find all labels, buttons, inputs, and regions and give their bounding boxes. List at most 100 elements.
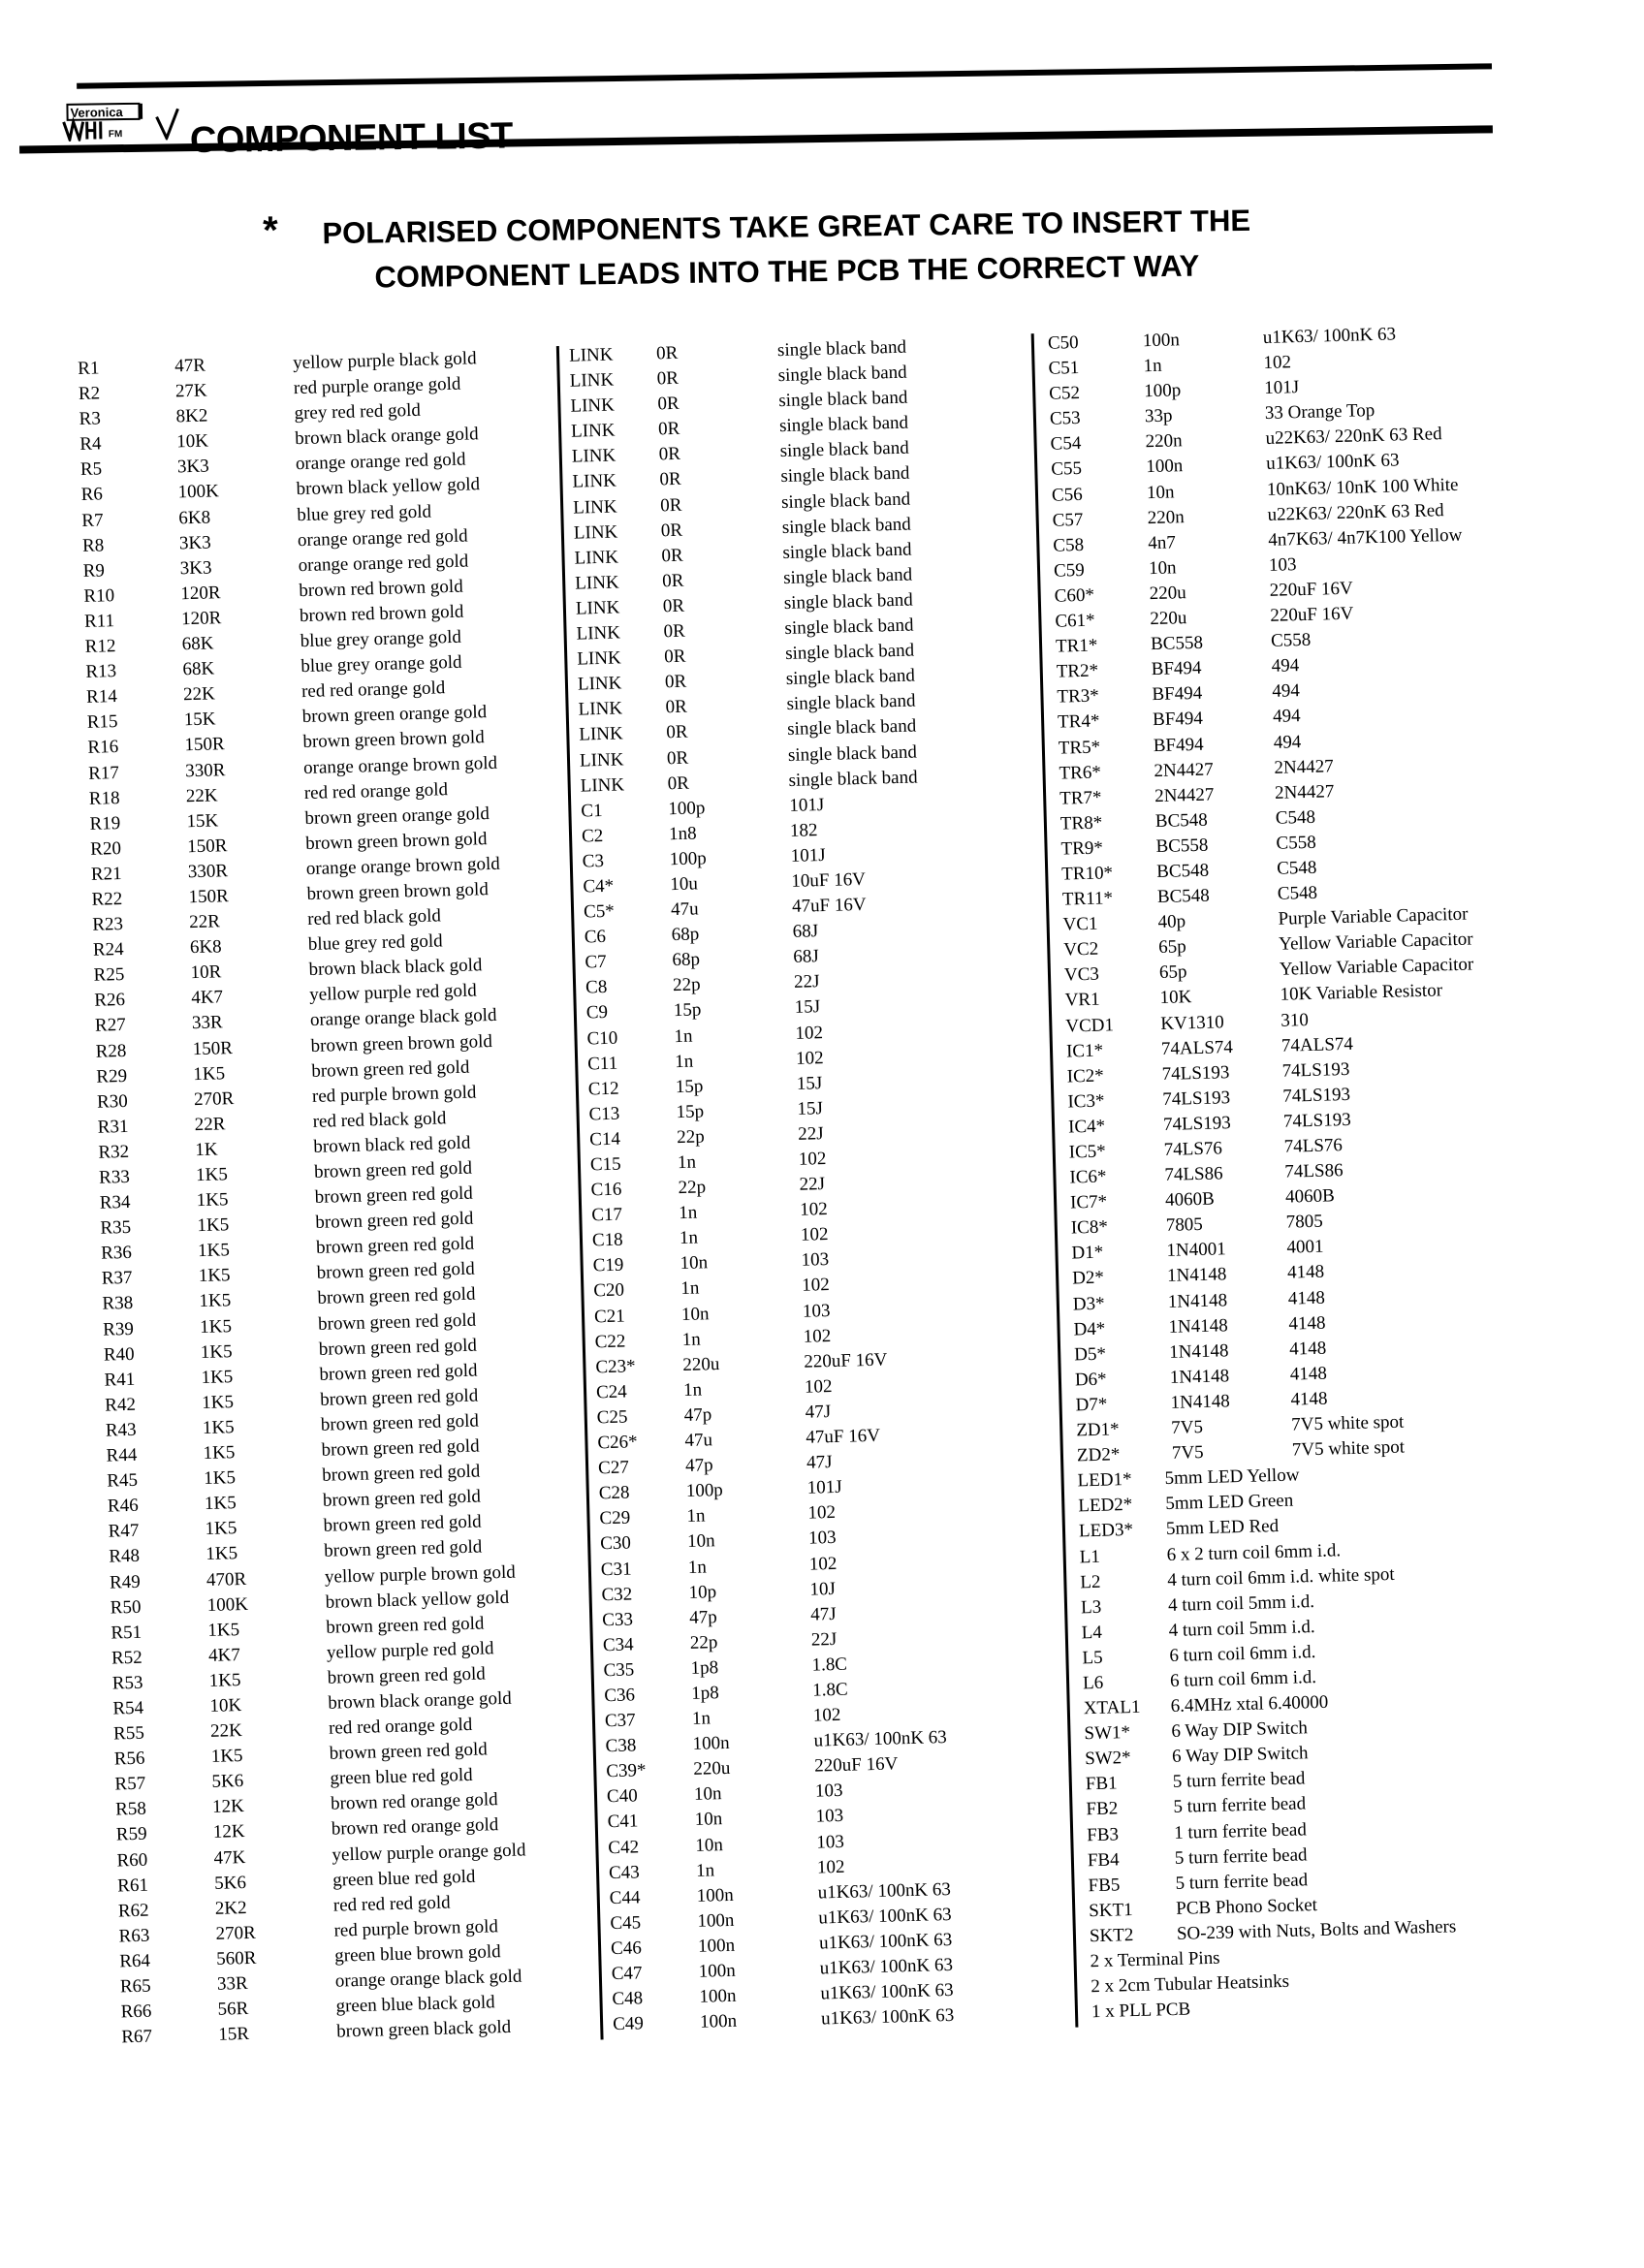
component-value: 0R: [655, 342, 679, 364]
component-description: 6 turn coil 6mm i.d.: [1169, 1641, 1316, 1666]
component-row: L4 4 turn coil 5mm i.d.: [1067, 1617, 1314, 1648]
component-marking: yellow purple black gold: [292, 348, 477, 374]
component-marking: 47uF 16V: [791, 894, 867, 917]
component-description: 5mm LED Green: [1165, 1490, 1294, 1515]
component-row: C29 1n 102: [589, 1502, 836, 1534]
component-value: 1N4001: [1166, 1239, 1226, 1262]
component-marking: 22J: [810, 1628, 838, 1651]
component-value: 10n: [680, 1252, 709, 1275]
component-row: R46 1K5 brown green red gold: [108, 1487, 481, 1522]
component-ref: C47: [611, 1963, 643, 1985]
component-row: L2 4 turn coil 6mm i.d. white spot: [1066, 1563, 1395, 1597]
component-marking: single black band: [783, 589, 914, 614]
component-row: C34 22p 22J: [593, 1629, 838, 1660]
component-marking: orange orange brown gold: [302, 752, 498, 778]
component-ref: R59: [115, 1824, 147, 1845]
component-row: C7 68p 68J: [575, 946, 819, 978]
component-ref: SKT1: [1089, 1899, 1133, 1922]
component-marking: 22J: [793, 971, 820, 993]
component-row: R18 22K red red orange gold: [89, 779, 449, 813]
component-marking: brown green red gold: [329, 1739, 489, 1764]
component-value: 27K: [174, 380, 207, 402]
component-row: FB1 5 turn ferrite bead: [1072, 1769, 1306, 1800]
component-row: C13 15p 15J: [579, 1098, 823, 1130]
component-value: 22R: [194, 1114, 226, 1135]
component-marking: 4060B: [1284, 1185, 1336, 1208]
component-row: LINK 0R single black band: [568, 691, 915, 725]
component-marking: green blue red gold: [330, 1765, 473, 1789]
component-ref: R56: [113, 1748, 145, 1770]
component-ref: C16: [590, 1179, 622, 1201]
svg-text:FM: FM: [109, 129, 123, 140]
component-ref: R12: [84, 636, 116, 657]
component-row: R53 1K5 brown green red gold: [112, 1663, 486, 1698]
component-ref: C7: [585, 952, 607, 973]
component-ref: R61: [116, 1874, 149, 1897]
component-marking: 101J: [790, 844, 826, 866]
component-value: 12K: [211, 1796, 245, 1818]
component-value: 220n: [1145, 430, 1183, 453]
component-value: 7805: [1165, 1214, 1204, 1237]
component-value: 220u: [1150, 608, 1187, 630]
component-ref: IC4*: [1067, 1116, 1106, 1138]
component-marking: blue grey orange gold: [300, 651, 462, 677]
component-ref: C41: [607, 1811, 639, 1833]
component-value: 47p: [683, 1404, 712, 1426]
component-ref: IC8*: [1070, 1216, 1109, 1239]
component-row: FB5 5 turn ferrite bead: [1074, 1870, 1308, 1901]
component-row: LINK 0R single black band: [562, 463, 909, 497]
component-marking: 74LS86: [1284, 1160, 1344, 1182]
component-row: R4 10K brown black orange gold: [79, 424, 479, 459]
component-row: L5 6 turn coil 6mm i.d.: [1068, 1642, 1315, 1674]
component-row: LINK 0R single black band: [569, 716, 916, 750]
component-ref: R8: [81, 535, 105, 556]
component-marking: single black band: [785, 665, 916, 690]
component-row: FB3 1 turn ferrite bead: [1073, 1819, 1307, 1850]
component-row: C61* 220u 220uF 16V: [1041, 604, 1353, 637]
component-value: 100n: [692, 1733, 730, 1755]
component-row: R15 15K brown green orange gold: [87, 702, 488, 738]
component-value: 22p: [676, 1126, 706, 1148]
component-row: C50 100n u1K63/ 100nK 63: [1034, 324, 1397, 359]
component-row: IC3* 74LS193 74LS193: [1054, 1085, 1350, 1118]
component-value: 1N4148: [1166, 1264, 1227, 1287]
component-marking: single black band: [782, 564, 913, 588]
component-row: XTAL1 6.4MHz xtal 6.40000: [1070, 1692, 1329, 1724]
component-ref: R17: [87, 762, 120, 784]
component-ref: R3: [79, 408, 102, 430]
component-ref: R5: [79, 458, 103, 481]
component-marking: Yellow Variable Capacitor: [1278, 929, 1473, 956]
component-row: D3* 1N4148 4148: [1059, 1287, 1325, 1319]
component-marking: orange orange black gold: [309, 1005, 497, 1031]
component-value: 0R: [661, 545, 683, 567]
component-marking: brown green red gold: [321, 1461, 481, 1486]
component-value: 2N4427: [1154, 759, 1214, 781]
component-row: IC5* 74LS76 74LS76: [1056, 1135, 1344, 1168]
component-marking: u1K63/ 100nK 63: [820, 2005, 955, 2030]
component-row: C12 15p 15J: [579, 1073, 823, 1104]
component-row: SKT2 SO-239 with Nuts, Bolts and Washers: [1076, 1916, 1457, 1952]
component-value: 22p: [672, 974, 701, 996]
component-row: R42 1K5 brown green red gold: [105, 1385, 478, 1420]
component-row: D4* 1N4148 4148: [1059, 1312, 1325, 1344]
component-marking: single black band: [787, 740, 918, 766]
component-ref: C28: [598, 1482, 630, 1504]
component-ref: C33: [601, 1609, 634, 1630]
component-marking: brown red brown gold: [299, 601, 464, 627]
component-value: 10K: [1159, 987, 1192, 1009]
component-ref: C51: [1048, 358, 1080, 379]
component-row: C9 15p 15J: [577, 997, 821, 1028]
component-value: 1K5: [203, 1442, 236, 1465]
component-row: R10 120R brown red brown gold: [83, 577, 463, 612]
component-ref: LINK: [579, 723, 623, 745]
component-marking: brown red orange gold: [331, 1814, 499, 1841]
component-ref: R15: [86, 711, 118, 734]
component-ref: C50: [1047, 331, 1079, 354]
component-ref: TR10*: [1061, 863, 1114, 885]
component-marking: blue grey red gold: [297, 501, 432, 525]
component-marking: green blue red gold: [332, 1866, 476, 1891]
component-marking: 4148: [1289, 1363, 1328, 1385]
component-row: LINK 0R single black band: [562, 438, 909, 472]
component-ref: R11: [83, 611, 115, 632]
component-marking: orange orange black gold: [334, 1966, 522, 1992]
